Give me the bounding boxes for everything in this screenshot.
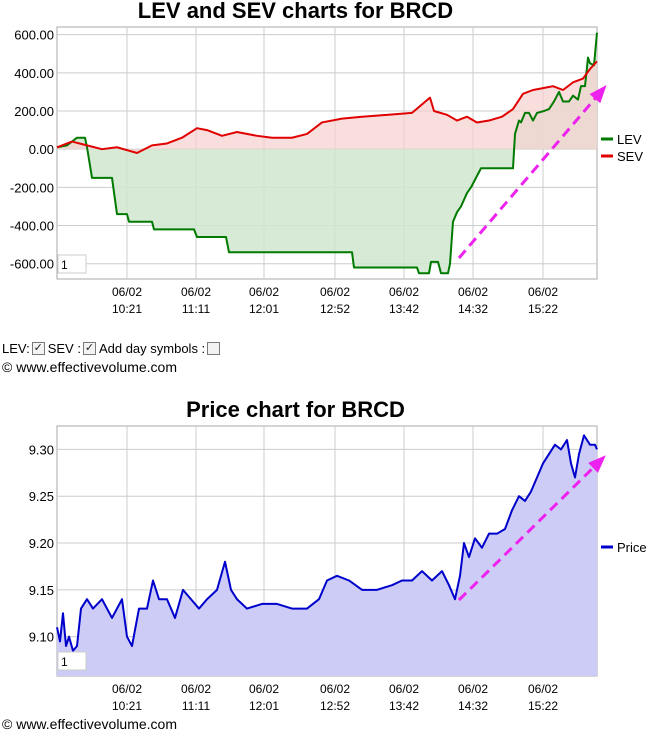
x-tick-label: 12:01 bbox=[249, 699, 279, 713]
lev-sev-chart: 06/02 10:21 06/02 11:11 06/02 12:01 06/02 12:52… bbox=[10, 26, 643, 316]
x-tick-label: 12:52 bbox=[320, 699, 350, 713]
price-chart-title: Price chart for BRCD bbox=[186, 397, 405, 422]
x-tick-label: 10:21 bbox=[112, 302, 142, 316]
series-area-price bbox=[57, 435, 597, 676]
series-area-lev bbox=[57, 32, 597, 274]
x-tick-label: 06/02 bbox=[528, 285, 558, 299]
series-line-price bbox=[56, 434, 598, 652]
series-controls: LEV: ✓ SEV : ✓ Add day symbols : bbox=[2, 341, 223, 356]
x-tick-label: 06/02 bbox=[249, 285, 279, 299]
y-tick-label: -600.00 bbox=[10, 257, 54, 272]
price-chart: 06/02 10:21 06/02 11:11 06/02 12:01 06/02 12:52… bbox=[29, 425, 647, 713]
y-tick-label: 9.30 bbox=[29, 442, 54, 457]
x-tick-label: 06/02 bbox=[458, 285, 488, 299]
page-number: 1 bbox=[61, 655, 68, 669]
sev-checkbox[interactable]: ✓ bbox=[82, 342, 96, 355]
y-tick-label: -400.00 bbox=[10, 219, 54, 234]
x-tick-label: 15:22 bbox=[528, 302, 558, 316]
x-tick-label: 06/02 bbox=[458, 682, 488, 696]
x-tick-label: 10:21 bbox=[112, 699, 142, 713]
x-tick-label: 13:42 bbox=[389, 302, 419, 316]
y-tick-label: -200.00 bbox=[10, 180, 54, 195]
x-tick-label: 06/02 bbox=[181, 285, 211, 299]
lev-checkbox[interactable]: ✓ bbox=[31, 342, 45, 355]
trend-arrow-head bbox=[588, 455, 606, 473]
legend-label-sev: SEV bbox=[617, 149, 643, 164]
day-symbols-checkbox[interactable] bbox=[207, 342, 221, 355]
x-tick-label: 06/02 bbox=[249, 682, 279, 696]
lev-sev-chart-title: LEV and SEV charts for BRCD bbox=[137, 0, 454, 23]
copyright-text: © www.effectivevolume.com bbox=[2, 716, 178, 732]
trend-arrow-head bbox=[589, 84, 607, 104]
sev-toggle-label: SEV : bbox=[47, 341, 81, 356]
x-tick-label: 14:32 bbox=[458, 699, 488, 713]
trend-arrow bbox=[457, 87, 606, 259]
x-tick-label: 06/02 bbox=[320, 682, 350, 696]
x-tick-label: 06/02 bbox=[389, 682, 419, 696]
y-tick-label: 200.00 bbox=[14, 104, 54, 119]
y-tick-label: 400.00 bbox=[14, 66, 54, 81]
page-input-box bbox=[57, 254, 87, 274]
day-symbols-label: Add day symbols : bbox=[98, 341, 206, 356]
y-tick-label: 9.15 bbox=[29, 583, 54, 598]
series-line-sev bbox=[56, 60, 598, 154]
x-tick-label: 12:01 bbox=[249, 302, 279, 316]
series-line-lev bbox=[56, 32, 598, 275]
x-tick-label: 13:42 bbox=[389, 699, 419, 713]
y-tick-label: 9.20 bbox=[29, 536, 54, 551]
lev-toggle-label: LEV: bbox=[2, 341, 30, 356]
trend-arrow bbox=[457, 456, 605, 602]
page-number: 1 bbox=[61, 258, 68, 272]
y-tick-label: 0.00 bbox=[29, 142, 54, 157]
y-tick-label: 9.25 bbox=[29, 489, 54, 504]
legend-label-lev: LEV bbox=[617, 132, 642, 147]
legend-label-price: Price bbox=[617, 540, 647, 555]
x-tick-label: 06/02 bbox=[112, 285, 142, 299]
x-tick-label: 06/02 bbox=[528, 682, 558, 696]
x-tick-label: 06/02 bbox=[320, 285, 350, 299]
series-area-sev bbox=[57, 61, 597, 154]
page-input-box bbox=[57, 651, 87, 671]
copyright-text: © www.effectivevolume.com bbox=[2, 359, 178, 375]
x-tick-label: 06/02 bbox=[112, 682, 142, 696]
x-tick-label: 12:52 bbox=[320, 302, 350, 316]
x-tick-label: 11:11 bbox=[182, 699, 211, 713]
x-tick-label: 11:11 bbox=[182, 302, 211, 316]
y-tick-label: 9.10 bbox=[29, 630, 54, 645]
y-tick-label: 600.00 bbox=[14, 28, 54, 43]
x-tick-label: 14:32 bbox=[458, 302, 488, 316]
x-tick-label: 06/02 bbox=[181, 682, 211, 696]
x-tick-label: 15:22 bbox=[528, 699, 558, 713]
x-tick-label: 06/02 bbox=[389, 285, 419, 299]
